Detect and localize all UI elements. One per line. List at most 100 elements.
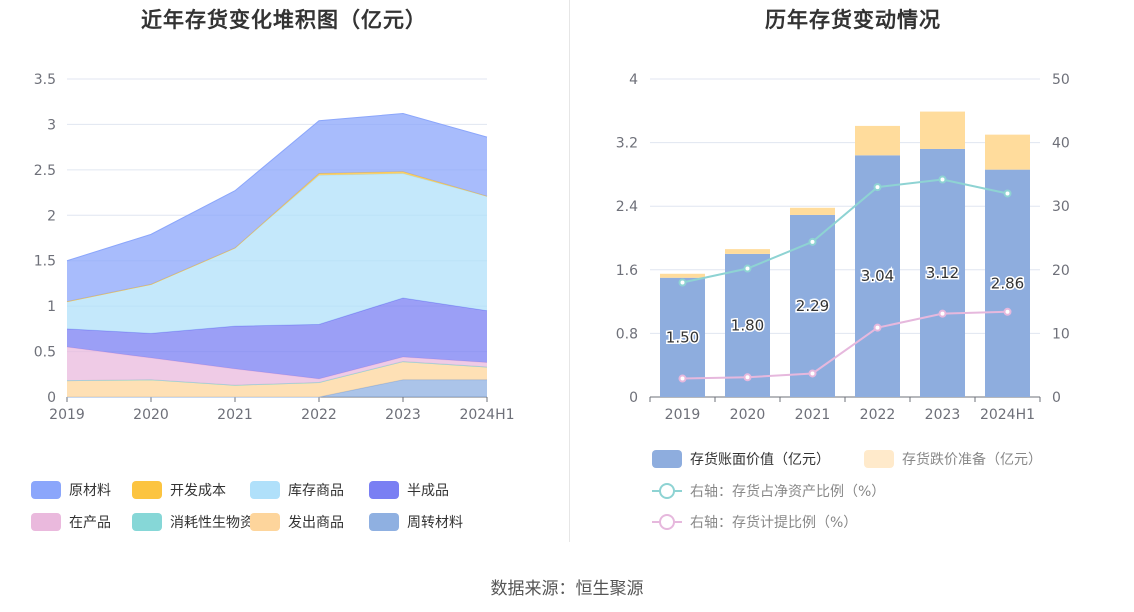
- legend-swatch: [864, 450, 894, 468]
- left-x-tick-label: 2019: [49, 407, 85, 423]
- line-point-2: [873, 183, 882, 192]
- legend-swatch: [369, 481, 399, 499]
- bar-impairment-provision: [790, 207, 835, 215]
- legend-label: 右轴：存货占净资产比例（%）: [690, 484, 886, 500]
- left-y-tick-label: 2: [47, 208, 56, 224]
- right-legend-item[interactable]: 存货账面价值（亿元）: [652, 449, 830, 469]
- bar-data-label: 1.80: [731, 316, 764, 334]
- left-y-tick-label: 3.5: [34, 72, 56, 88]
- legend-swatch: [31, 513, 61, 531]
- left-legend-item[interactable]: 周转材料: [369, 512, 463, 532]
- right-x-tick-label: 2020: [730, 407, 766, 423]
- inventory-stacked-area-panel: 近年存货变化堆积图（亿元） 0 0.5 1 1.5 2 2.5 3 3.5 2019 2020 20…: [0, 0, 568, 545]
- legend-swatch: [132, 481, 162, 499]
- inventory-change-panel: 历年存货变动情况 0 0.8 1.6 2.4 3.2 4 0 10 20 30 40 50 2019 20…: [572, 0, 1134, 545]
- right-y-tick-label: 1.6: [616, 263, 638, 279]
- right-legend-item[interactable]: 右轴：存货计提比例（%）: [652, 512, 857, 532]
- right-y-tick-label: 2.4: [616, 199, 638, 215]
- right-y2-tick-label: 10: [1052, 326, 1070, 342]
- line-point-3: [1003, 307, 1012, 316]
- area-series-7: [67, 379, 487, 397]
- bar-impairment-provision: [920, 111, 965, 149]
- bar-data-label: 2.29: [796, 297, 829, 315]
- legend-swatch: [250, 481, 280, 499]
- stacked-area-chart: 0 0.5 1 1.5 2 2.5 3 3.5 2019 2020 2021 2022 2023 2024…: [34, 72, 515, 423]
- legend-label: 消耗性生物资产: [170, 515, 268, 531]
- left-legend-item[interactable]: 原材料: [31, 480, 111, 500]
- right-y2-tick-label: 30: [1052, 199, 1070, 215]
- left-y-tick-label: 0: [47, 390, 56, 406]
- legend-label: 在产品: [69, 515, 111, 531]
- bar-data-label: 3.12: [926, 264, 959, 282]
- area-series-2: [67, 173, 487, 334]
- left-y-tick-label: 0.5: [34, 345, 56, 361]
- right-x-tick-label: 2019: [665, 407, 701, 423]
- line-series-3: [682, 310, 1008, 380]
- right-legend-item[interactable]: 右轴：存货占净资产比例（%）: [652, 481, 885, 501]
- right-y2-tick-label: 0: [1052, 390, 1061, 406]
- line-series-2: [682, 178, 1008, 284]
- right-y-tick-label: 4: [629, 72, 638, 88]
- left-legend-item[interactable]: 半成品: [369, 480, 449, 500]
- bar-book-value: [855, 155, 900, 397]
- left-legend-item[interactable]: 库存商品: [250, 480, 344, 500]
- line-point-2: [678, 278, 687, 287]
- bar-impairment-provision: [985, 134, 1030, 170]
- legend-label: 半成品: [407, 483, 449, 499]
- bar-impairment-provision: [660, 273, 705, 278]
- legend-label: 库存商品: [288, 483, 344, 499]
- line-point-3: [678, 374, 687, 383]
- line-point-2: [808, 237, 817, 246]
- legend-label: 存货账面价值（亿元）: [690, 452, 830, 468]
- left-y-tick-label: 3: [47, 117, 56, 133]
- legend-label: 周转材料: [407, 515, 463, 531]
- line-point-3: [808, 369, 817, 378]
- right-y2-tick-label: 50: [1052, 72, 1070, 88]
- right-x-tick-label: 2024H1: [980, 407, 1035, 423]
- right-y-tick-label: 3.2: [616, 136, 638, 152]
- bar-book-value: [920, 148, 965, 397]
- legend-swatch: [250, 513, 280, 531]
- left-y-tick-label: 1.5: [34, 254, 56, 270]
- right-x-tick-label: 2022: [860, 407, 896, 423]
- left-legend-item[interactable]: 发出商品: [250, 512, 344, 532]
- area-series-edge-0: [66, 113, 488, 262]
- right-chart-title: 历年存货变动情况: [765, 8, 941, 32]
- right-y-tick-label: 0: [629, 390, 638, 406]
- area-series-1: [67, 171, 487, 302]
- legend-label: 开发成本: [170, 483, 226, 499]
- line-point-2: [1003, 189, 1012, 198]
- legend-label: 存货跌价准备（亿元）: [902, 452, 1042, 468]
- left-y-tick-label: 2.5: [34, 163, 56, 179]
- bar-impairment-provision: [725, 249, 770, 254]
- right-y2-tick-label: 20: [1052, 263, 1070, 279]
- right-x-tick-label: 2023: [925, 407, 961, 423]
- bar-data-label: 1.50: [666, 328, 699, 346]
- line-point-3: [873, 323, 882, 332]
- left-legend-item[interactable]: 消耗性生物资产: [132, 512, 268, 532]
- left-y-tick-label: 1: [47, 299, 56, 315]
- right-legend-item[interactable]: 存货跌价准备（亿元）: [864, 449, 1042, 469]
- right-x-tick-label: 2021: [795, 407, 831, 423]
- line-point-2: [938, 175, 947, 184]
- left-legend-item[interactable]: 在产品: [31, 512, 111, 532]
- right-y2-tick-label: 40: [1052, 136, 1070, 152]
- legend-swatch: [369, 513, 399, 531]
- line-point-2: [743, 264, 752, 273]
- legend-swatch: [652, 513, 682, 531]
- bar-data-label: 2.86: [991, 274, 1024, 292]
- bar-impairment-provision: [855, 125, 900, 156]
- left-legend-item[interactable]: 开发成本: [132, 480, 226, 500]
- left-x-tick-label: 2023: [385, 407, 421, 423]
- legend-swatch: [132, 513, 162, 531]
- area-series-6: [67, 361, 487, 397]
- legend-swatch: [652, 450, 682, 468]
- line-point-3: [743, 373, 752, 382]
- area-series-4: [67, 347, 487, 386]
- left-x-tick-label: 2020: [133, 407, 169, 423]
- panel-divider: [569, 0, 570, 542]
- data-source-note: 数据来源：恒生聚源: [490, 579, 644, 599]
- legend-swatch: [31, 481, 61, 499]
- area-series-0: [67, 113, 487, 302]
